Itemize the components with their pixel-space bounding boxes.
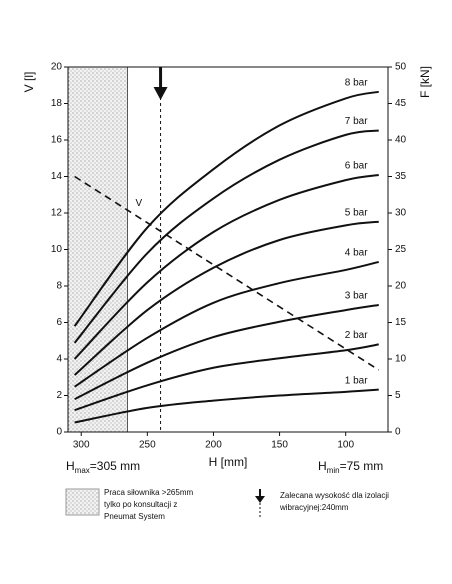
force-curve — [73, 174, 379, 360]
force-curve — [74, 343, 379, 412]
y2-tick-label: 15 — [395, 317, 407, 328]
force-curve — [74, 260, 379, 388]
y-axis-label: V [l] — [22, 72, 36, 93]
hmax-label: Hmax=305 mm — [66, 459, 140, 475]
legend-text: Pneumat System — [104, 512, 165, 521]
series-label: V — [135, 198, 142, 209]
series-label: 2 bar — [345, 330, 368, 341]
legend-hatch-swatch — [65, 488, 100, 516]
legend-text: tylko po konsultacji z — [104, 500, 177, 509]
y2-axis-label: F [kN] — [418, 66, 432, 98]
y2-tick-label: 45 — [395, 98, 407, 109]
y-tick-label: 0 — [56, 427, 62, 438]
series-label: 1 bar — [345, 375, 368, 386]
force-curve — [73, 129, 379, 344]
y-tick-label: 6 — [56, 317, 62, 328]
y-tick-label: 10 — [51, 244, 63, 255]
y2-tick-label: 0 — [395, 427, 401, 438]
legend-arrow-icon — [255, 489, 265, 517]
y2-tick-label: 50 — [395, 62, 407, 73]
y2-tick-label: 10 — [395, 354, 407, 365]
y2-tick-label: 35 — [395, 171, 407, 182]
series-label: 5 bar — [345, 207, 368, 218]
legend-text: Zalecana wysokość dla izolacji — [280, 491, 389, 500]
force-curve — [74, 388, 379, 424]
y-tick-label: 16 — [51, 135, 63, 146]
y2-tick-label: 5 — [395, 390, 401, 401]
series-label: 4 bar — [345, 248, 368, 259]
force-curve — [74, 303, 379, 401]
series-label: 6 bar — [345, 161, 368, 172]
x-tick-label: 300 — [73, 440, 90, 451]
x-tick-label: 100 — [337, 440, 354, 451]
x-axis-label: H [mm] — [209, 455, 248, 469]
y-tick-label: 18 — [51, 98, 63, 109]
x-tick-label: 250 — [139, 440, 156, 451]
y-tick-label: 20 — [51, 62, 63, 73]
y2-tick-label: 25 — [395, 244, 407, 255]
y-tick-label: 4 — [56, 354, 62, 365]
recommended-height-arrowhead — [153, 87, 168, 100]
x-tick-label: 200 — [205, 440, 222, 451]
volume-line — [74, 175, 380, 371]
x-tick-label: 150 — [271, 440, 288, 451]
y2-tick-label: 40 — [395, 135, 407, 146]
legend-text: Praca siłownika >265mm — [104, 488, 193, 497]
y-tick-label: 12 — [51, 208, 63, 219]
y-tick-label: 2 — [56, 390, 62, 401]
force-curve — [73, 90, 379, 327]
series-label: 8 bar — [345, 77, 368, 88]
hmin-label: Hmin=75 mm — [318, 459, 383, 475]
y2-tick-label: 30 — [395, 208, 407, 219]
series-label: 7 bar — [345, 116, 368, 127]
series-label: 3 bar — [345, 291, 368, 302]
y2-tick-label: 20 — [395, 281, 407, 292]
y-tick-label: 8 — [56, 281, 62, 292]
y-tick-label: 14 — [51, 171, 63, 182]
force-curve — [73, 220, 379, 376]
legend-text: wibracyjnej:240mm — [279, 503, 349, 512]
